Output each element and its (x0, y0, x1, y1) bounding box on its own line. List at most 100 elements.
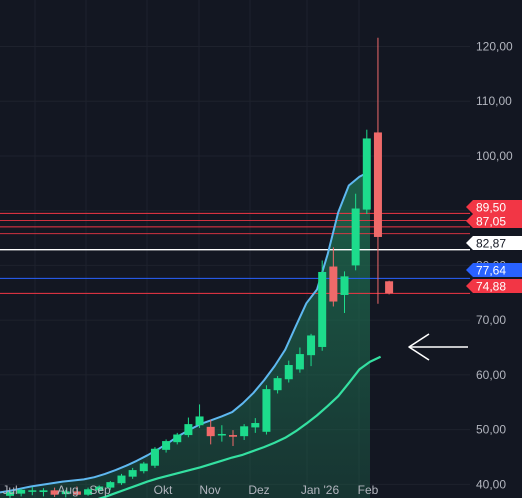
candle-27 (307, 333, 316, 367)
price-tag-bg-2 (466, 236, 522, 250)
candle-17 (195, 404, 204, 428)
candle-22 (251, 418, 260, 433)
candle-body-4 (50, 490, 59, 495)
candle-body-26 (295, 354, 304, 370)
candle-body-22 (251, 423, 260, 428)
candle-body-9 (106, 482, 115, 488)
candle-20 (229, 430, 237, 447)
candle-11 (128, 467, 137, 479)
candle-25 (284, 360, 293, 383)
candle-body-13 (150, 448, 159, 466)
candle-body-15 (173, 434, 182, 443)
candle-34 (385, 280, 394, 295)
x-tick-label-0: Jul (2, 483, 17, 497)
y-tick-label-8: 120,00 (476, 40, 513, 54)
price-tag-bg-3 (466, 263, 522, 277)
candle-body-14 (162, 441, 171, 450)
candle-16 (184, 417, 193, 438)
candlestick-layer (6, 37, 394, 498)
candle-12 (139, 461, 148, 474)
candle-body-30 (340, 276, 349, 295)
candle-body-32 (362, 138, 371, 210)
candle-body-21 (240, 426, 249, 437)
x-tick-label-7: Feb (358, 483, 379, 497)
candle-body-19 (217, 433, 226, 436)
candle-24 (273, 375, 282, 394)
left-arrow-annotation[interactable] (408, 333, 468, 361)
candle-18 (206, 419, 215, 445)
arrow-head-icon (408, 333, 430, 361)
candle-7 (84, 487, 93, 496)
price-tag-1: 87,05 (466, 214, 522, 229)
candle-body-29 (329, 266, 338, 302)
price-tag-label-4: 74,88 (476, 280, 506, 294)
price-tag-label-1: 87,05 (476, 215, 506, 229)
price-tag-label-0: 89,50 (476, 201, 506, 215)
x-axis: Jul Aug Sep Okt Nov Dez Jan '26 Feb (2, 483, 378, 497)
y-tick-label-3: 70,00 (476, 313, 506, 327)
x-tick-label-1: Aug (57, 483, 78, 497)
candle-body-12 (139, 463, 148, 472)
x-tick-label-2: Sep (89, 483, 111, 497)
price-tag-bg-0 (466, 200, 522, 214)
candle-body-17 (195, 416, 204, 426)
candle-body-10 (117, 475, 126, 484)
candle-15 (173, 432, 182, 445)
candle-8 (95, 485, 104, 494)
candle-body-23 (262, 389, 271, 432)
candle-body-6 (72, 491, 81, 495)
candle-body-20 (229, 435, 237, 437)
price-tag-2: 82,87 (466, 236, 522, 251)
candle-body-8 (95, 486, 104, 491)
candle-31 (351, 193, 360, 271)
ma-slow-line (97, 355, 382, 498)
price-tag-4: 74,88 (466, 279, 522, 294)
candle-body-34 (385, 281, 394, 294)
candle-body-3 (39, 490, 48, 492)
candle-1 (17, 488, 26, 497)
candle-5 (61, 489, 70, 498)
candle-19 (217, 425, 226, 442)
price-tag-3: 77,64 (466, 263, 522, 278)
candle-body-11 (128, 470, 137, 477)
candle-0 (6, 490, 14, 498)
candle-2 (28, 487, 37, 496)
candle-13 (150, 447, 159, 468)
candle-23 (262, 385, 271, 435)
candle-body-24 (273, 378, 282, 391)
candle-6 (72, 486, 81, 497)
price-tag-bg-4 (466, 279, 522, 293)
candle-32 (362, 129, 371, 214)
y-tick-label-0: 40,00 (476, 477, 506, 491)
candle-body-0 (6, 491, 14, 496)
y-tick-label-2: 60,00 (476, 368, 506, 382)
candle-body-5 (61, 491, 70, 495)
candle-body-2 (28, 490, 37, 492)
x-tick-label-5: Dez (248, 483, 269, 497)
y-tick-label-7: 110,00 (476, 94, 512, 108)
candle-body-33 (373, 132, 382, 237)
price-tag-label-3: 77,64 (476, 264, 506, 278)
price-tag-0: 89,50 (466, 200, 522, 215)
candle-body-31 (351, 208, 360, 266)
x-tick-label-4: Nov (199, 483, 220, 497)
candle-body-27 (307, 335, 316, 356)
y-tick-label-6: 100,00 (476, 149, 513, 163)
x-tick-label-3: Okt (154, 483, 173, 497)
candle-28 (318, 260, 327, 351)
candle-21 (240, 424, 249, 440)
candle-body-28 (318, 271, 327, 347)
candle-30 (340, 271, 349, 314)
candle-body-7 (84, 489, 93, 495)
price-tag-bg-1 (466, 214, 522, 228)
candle-14 (162, 439, 171, 453)
candle-26 (295, 347, 304, 373)
candle-29 (329, 247, 338, 307)
candle-body-16 (184, 424, 193, 436)
candle-33 (373, 37, 382, 304)
candle-body-25 (284, 365, 293, 380)
area-under-fast-ma (0, 171, 370, 498)
price-level-lines (0, 212, 470, 294)
